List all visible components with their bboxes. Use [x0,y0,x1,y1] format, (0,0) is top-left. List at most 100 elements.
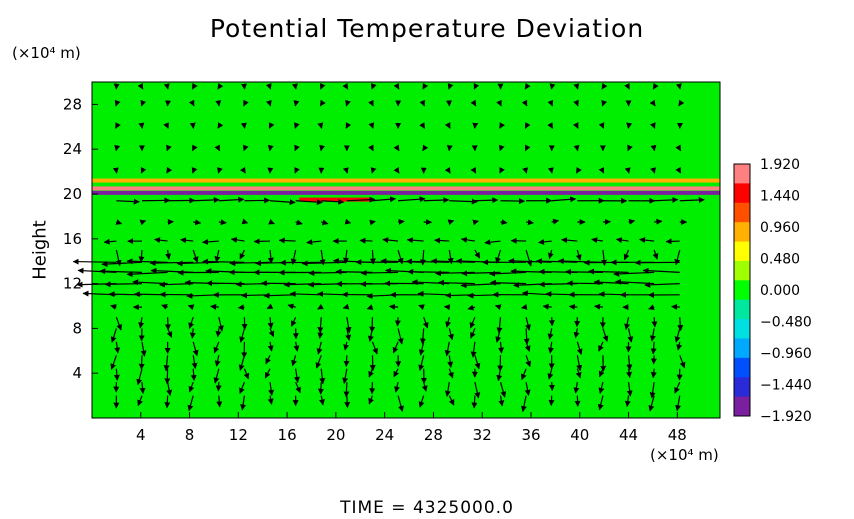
wind-vector-443 [265,99,272,107]
wind-vector-57 [393,368,400,378]
wind-vector-1 [137,395,143,407]
wind-vector-254 [101,261,143,267]
colorbar-label-3: 0.480 [760,252,800,268]
wind-vector-311 [406,237,424,244]
x-tick-label-7: 32 [473,426,492,444]
wind-vector-140 [164,317,171,331]
wind-vector-366 [654,196,679,203]
wind-vector-78 [343,355,350,367]
wind-vector-45 [674,381,681,394]
wind-vector-49 [190,368,197,382]
wind-vector-253 [72,258,117,265]
wind-vector-20 [624,395,631,407]
wind-vector-452 [496,99,502,107]
wind-vector-345 [116,198,140,205]
wind-vector-16 [520,395,527,413]
wind-vector-110 [576,341,583,355]
wind-vector-132 [547,328,554,340]
wind-vector-109 [547,341,554,354]
colorbar-label-6: −0.960 [760,346,812,362]
wind-vector-280 [214,249,221,263]
wind-vector-257 [176,260,219,267]
wind-vector-135 [627,328,634,343]
wind-vector-348 [193,196,220,203]
colorbar-label-4: 0.000 [760,283,800,299]
wind-vector-180 [594,303,604,310]
colorbar-segment-3 [734,222,750,243]
wind-vector-17 [548,395,555,407]
wind-vector-312 [434,237,450,244]
wind-vector-420 [268,122,275,129]
wind-vector-296 [623,249,630,261]
wind-vector-406 [498,144,505,152]
wind-vector-197 [417,290,450,297]
wind-vector-328 [268,218,275,225]
wind-vector-440 [188,99,195,107]
wind-vector-335 [447,219,455,226]
wind-vector-336 [472,219,479,226]
wind-vector-438 [140,99,147,107]
wind-vector-423 [345,122,352,129]
wind-vector-445 [319,99,326,107]
wind-vector-369 [140,166,147,174]
wind-vector-351 [269,199,296,206]
wind-vector-285 [343,249,349,264]
wind-vector-338 [526,219,534,226]
wind-vector-115 [110,328,117,343]
wind-vector-111 [598,341,604,352]
colorbar-label-8: −1.920 [760,409,812,425]
wind-vector-337 [500,219,508,226]
wind-vector-455 [573,99,579,107]
wind-vector-34 [394,382,400,393]
wind-vector-47 [136,368,143,386]
wind-vector-290 [474,249,481,259]
colorbar-segment-8 [734,319,750,339]
wind-vector-383 [499,166,505,174]
wind-vector-91 [679,355,686,369]
wind-vector-318 [591,237,604,244]
wind-vector-249 [564,268,603,275]
wind-vector-325 [193,219,202,226]
wind-vector-359 [474,197,499,204]
wind-vector-331 [344,218,352,225]
colorbar-segment-0 [734,164,750,184]
colorbar-segment-1 [734,183,750,204]
wind-vector-223 [489,279,527,286]
wind-vector-414 [115,122,121,129]
wind-vector-19 [597,395,604,411]
wind-vector-354 [346,196,376,203]
wind-vector-6 [267,395,274,405]
wind-vector-314 [484,239,501,246]
wind-vector-289 [447,249,454,265]
y-tick-label-2: 12 [63,275,82,293]
wind-vector-8 [319,395,325,406]
wind-vector-258 [202,258,245,265]
wind-vector-11 [397,395,404,412]
x-tick-label-9: 40 [570,426,589,444]
colorbar-segment-10 [734,357,750,378]
wind-vector-173 [418,304,425,311]
wind-vector-323 [139,219,147,226]
colorbar-label-7: −1.440 [760,378,812,394]
x-tick-label-0: 4 [136,426,146,444]
wind-vector-129 [470,328,476,339]
wind-vector-192 [289,290,322,297]
wind-vector-299 [103,238,117,245]
wind-vector-291 [495,249,502,264]
wind-vector-342 [628,218,636,225]
wind-vector-89 [626,355,633,371]
wind-vector-50 [213,368,220,384]
wind-vector-449 [419,99,425,107]
wind-vector-5 [240,395,247,411]
wind-vector-26 [188,381,195,393]
wind-vector-98 [267,341,274,352]
wind-vector-126 [397,328,404,345]
wind-vector-41 [573,382,580,394]
wind-vector-77 [315,355,322,369]
wind-vector-151 [445,317,452,328]
colorbar-label-1: 1.440 [760,189,800,205]
x-axis-unit: (×10⁴ m) [650,446,719,464]
wind-vector-59 [448,368,454,379]
wind-vector-252 [642,267,680,274]
wind-vector-403 [422,144,429,152]
